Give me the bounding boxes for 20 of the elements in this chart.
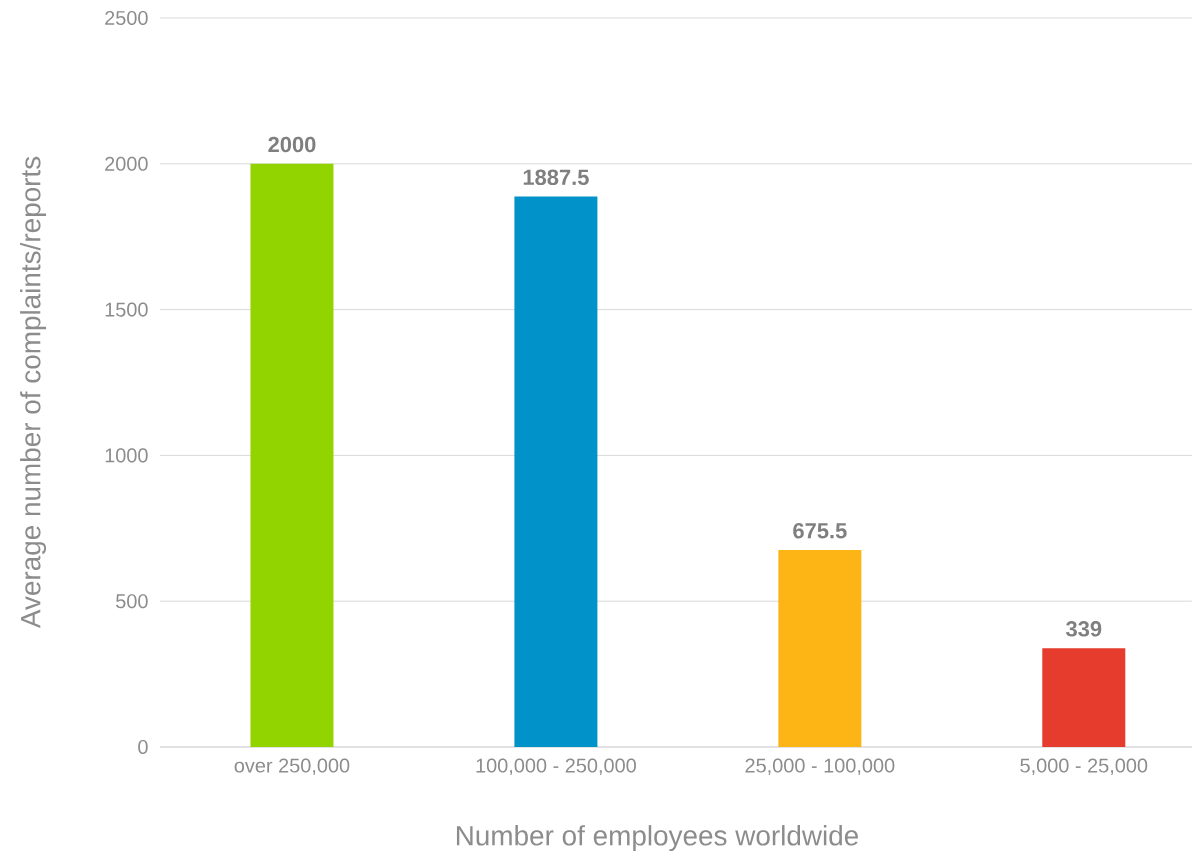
y-tick-label: 0 xyxy=(138,739,148,755)
y-axis-title: Average number of complaints/reports xyxy=(20,156,47,629)
bar xyxy=(250,163,334,747)
x-tick-label: 5,000 - 25,000 xyxy=(1020,758,1148,775)
data-label: 339 xyxy=(1066,621,1102,637)
x-axis-title: Number of employees worldwide xyxy=(456,825,858,852)
bar xyxy=(778,550,862,747)
y-tick-label: 2000 xyxy=(105,156,148,171)
bar xyxy=(1042,648,1126,747)
data-label: 1887.5 xyxy=(523,169,589,186)
y-tick-label: 1000 xyxy=(105,448,148,463)
y-tick-label: 1500 xyxy=(105,302,148,317)
data-label: 675.5 xyxy=(793,522,847,539)
data-label: 2000 xyxy=(268,136,316,153)
y-tick-label: 500 xyxy=(116,594,148,609)
x-tick-label: over 250,000 xyxy=(234,758,350,775)
y-tick-label: 2500 xyxy=(105,10,148,26)
x-tick-label: 100,000 - 250,000 xyxy=(476,758,636,775)
bar xyxy=(514,196,598,747)
x-tick-label: 25,000 - 100,000 xyxy=(745,758,895,775)
